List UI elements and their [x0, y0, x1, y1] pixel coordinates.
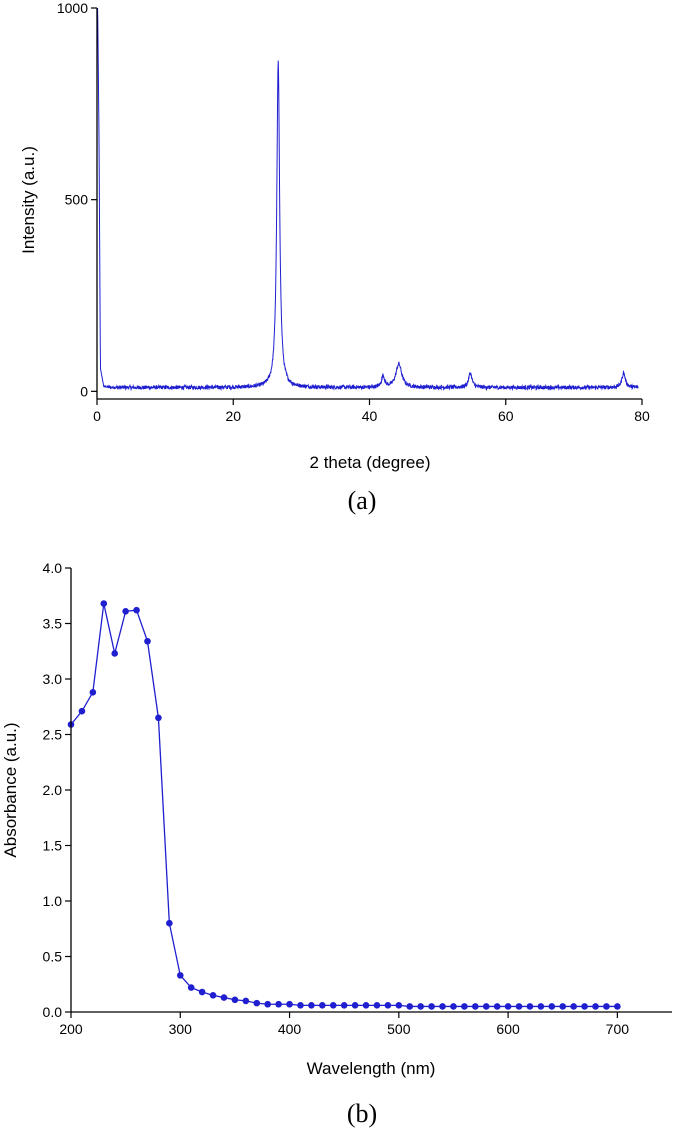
- absorbance-data-point: [133, 606, 140, 614]
- absorbance-data-point: [111, 650, 119, 657]
- xrd-x-tick-label: 40: [362, 408, 378, 424]
- xrd-x-tick-label: 20: [225, 408, 241, 424]
- absorbance-x-tick-label: 600: [496, 1021, 520, 1037]
- absorbance-data-point: [319, 1002, 326, 1009]
- absorbance-data-point: [406, 1003, 414, 1010]
- absorbance-data-point: [275, 1000, 282, 1008]
- absorbance-data-point: [417, 1003, 424, 1010]
- absorbance-data-point: [373, 1002, 381, 1009]
- absorbance-y-axis-label: Absorbance (a.u.): [1, 722, 20, 857]
- absorbance-data-point: [155, 714, 162, 722]
- absorbance-data-point: [515, 1003, 523, 1010]
- xrd-axes: 0 20 40 60 80 0 500 1000: [57, 0, 650, 424]
- absorbance-data-point: [472, 1003, 479, 1010]
- xrd-marks: [97, 7, 639, 392]
- absorbance-x-tick-label: 300: [169, 1021, 193, 1037]
- absorbance-data-point: [89, 689, 97, 696]
- absorbance-data-point: [603, 1003, 610, 1010]
- xrd-y-axis-label: Intensity (a.u.): [19, 146, 38, 254]
- xrd-series-line: [97, 7, 639, 392]
- absorbance-y-tick-label: 2.5: [43, 727, 63, 743]
- absorbance-data-point: [144, 637, 151, 645]
- absorbance-y-tick-label: 3.5: [43, 616, 63, 632]
- absorbance-series-line: [70, 603, 618, 1008]
- absorbance-data-point: [526, 1003, 534, 1010]
- absorbance-data-point: [395, 1002, 403, 1009]
- absorbance-chart: 200 300 400 500 600 700 0.0 0.5 1.0 1.5 2.0 2.5 3.0 3…: [1, 560, 672, 1128]
- absorbance-data-point: [286, 1000, 293, 1008]
- absorbance-data-point: [461, 1003, 468, 1010]
- absorbance-y-tick-label: 0.5: [43, 949, 63, 965]
- absorbance-x-tick-label: 400: [278, 1021, 302, 1037]
- absorbance-data-point: [450, 1003, 457, 1010]
- absorbance-data-point: [253, 999, 261, 1007]
- absorbance-data-point: [362, 1002, 370, 1009]
- absorbance-data-point: [493, 1003, 501, 1010]
- absorbance-x-tick-label: 200: [59, 1021, 83, 1037]
- absorbance-data-point: [264, 1000, 271, 1008]
- absorbance-data-point: [122, 607, 129, 615]
- absorbance-data-point: [581, 1003, 588, 1010]
- absorbance-data-point: [548, 1003, 556, 1010]
- absorbance-data-point: [308, 1002, 315, 1009]
- absorbance-data-point: [78, 707, 86, 715]
- absorbance-data-point: [559, 1003, 567, 1010]
- absorbance-data-point: [614, 1003, 621, 1010]
- absorbance-y-tick-label: 4.0: [43, 560, 63, 576]
- absorbance-data-point: [504, 1003, 512, 1010]
- xrd-y-tick-label: 0: [80, 383, 88, 399]
- absorbance-x-tick-label: 500: [387, 1021, 411, 1037]
- absorbance-data-point: [537, 1003, 545, 1010]
- absorbance-data-point: [166, 919, 173, 927]
- absorbance-y-tick-label: 1.5: [43, 838, 63, 854]
- absorbance-marks: [67, 600, 621, 1010]
- absorbance-data-point: [209, 992, 217, 999]
- xrd-panel-caption: (a): [348, 486, 377, 515]
- absorbance-y-tick-label: 1.0: [43, 893, 63, 909]
- absorbance-panel-caption: (b): [347, 1099, 377, 1128]
- xrd-x-tick-label: 60: [498, 408, 514, 424]
- absorbance-data-point: [231, 996, 239, 1004]
- absorbance-data-point: [198, 988, 206, 996]
- absorbance-data-point: [340, 1002, 348, 1009]
- absorbance-data-point: [439, 1003, 446, 1010]
- xrd-y-tick-label: 1000: [57, 0, 88, 16]
- xrd-x-tick-label: 0: [93, 408, 101, 424]
- absorbance-y-tick-label: 2.0: [43, 782, 63, 798]
- xrd-chart: 0 20 40 60 80 0 500 1000 2 theta (degree) Inten…: [19, 0, 650, 515]
- xrd-x-tick-label: 80: [634, 408, 650, 424]
- absorbance-data-point: [297, 1002, 304, 1009]
- absorbance-data-point: [220, 994, 228, 1001]
- absorbance-x-tick-label: 700: [606, 1021, 630, 1037]
- absorbance-data-point: [592, 1003, 599, 1010]
- absorbance-data-point: [176, 972, 184, 979]
- absorbance-y-tick-label: 3.0: [43, 671, 63, 687]
- absorbance-data-point: [351, 1002, 359, 1009]
- absorbance-data-point: [384, 1002, 392, 1009]
- absorbance-data-point: [482, 1003, 490, 1010]
- absorbance-data-point: [100, 600, 108, 607]
- xrd-x-axis-label: 2 theta (degree): [310, 453, 431, 472]
- xrd-y-tick-label: 500: [65, 192, 89, 208]
- absorbance-axes: 200 300 400 500 600 700 0.0 0.5 1.0 1.5 2.0 2.5 3.0 3…: [43, 560, 672, 1037]
- absorbance-data-point: [187, 984, 195, 991]
- absorbance-x-axis-label: Wavelength (nm): [307, 1059, 436, 1078]
- absorbance-data-point: [428, 1003, 435, 1010]
- absorbance-data-point: [570, 1003, 577, 1010]
- absorbance-y-tick-label: 0.0: [43, 1004, 63, 1020]
- absorbance-data-point: [242, 997, 250, 1005]
- absorbance-data-point: [329, 1002, 337, 1009]
